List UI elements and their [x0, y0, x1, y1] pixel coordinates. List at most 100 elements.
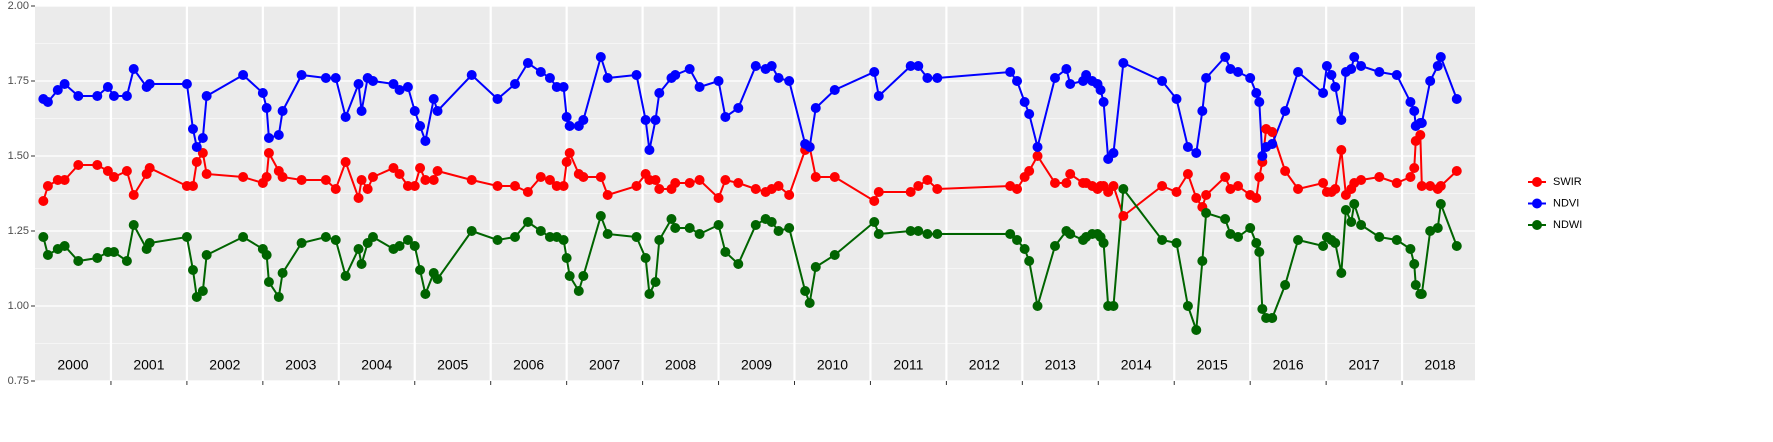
data-point — [535, 172, 546, 182]
data-point — [362, 184, 373, 194]
data-point — [420, 289, 431, 299]
data-point — [750, 220, 761, 230]
data-point — [654, 235, 665, 245]
data-point — [905, 226, 916, 236]
data-point — [367, 76, 378, 86]
data-point — [1374, 232, 1385, 242]
data-point — [197, 148, 208, 158]
year-label: 2009 — [741, 357, 772, 373]
data-point — [535, 67, 546, 77]
data-point — [1435, 199, 1446, 209]
data-point — [1391, 178, 1402, 188]
data-point — [402, 235, 413, 245]
data-point — [144, 238, 155, 248]
data-point — [578, 172, 589, 182]
data-point — [932, 184, 943, 194]
data-point — [1182, 142, 1193, 152]
data-point — [578, 115, 589, 125]
data-point — [922, 175, 933, 185]
data-point — [409, 106, 420, 116]
data-point — [1182, 169, 1193, 179]
data-point — [561, 157, 572, 167]
data-point — [522, 58, 533, 68]
data-point — [273, 292, 284, 302]
data-point — [913, 181, 924, 191]
data-point — [261, 250, 272, 260]
legend-label: NDWI — [1553, 219, 1582, 231]
data-point — [1416, 289, 1427, 299]
data-point — [684, 178, 695, 188]
data-point — [1416, 118, 1427, 128]
data-point — [1118, 211, 1129, 221]
data-point — [1201, 73, 1212, 83]
data-point — [191, 142, 202, 152]
data-point — [73, 160, 84, 170]
data-point — [1012, 76, 1023, 86]
data-point — [1220, 52, 1231, 62]
data-point — [510, 232, 520, 242]
data-point — [733, 259, 744, 269]
data-point — [1005, 67, 1016, 77]
data-point — [1220, 214, 1231, 224]
data-point — [1220, 172, 1231, 182]
year-label: 2018 — [1424, 357, 1455, 373]
y-tick-label: 1.50 — [8, 150, 29, 162]
data-point — [1391, 235, 1402, 245]
data-point — [1349, 199, 1360, 209]
data-point — [1225, 229, 1236, 239]
data-point — [1233, 67, 1244, 77]
data-point — [466, 175, 477, 185]
year-label: 2000 — [57, 357, 88, 373]
data-point — [187, 124, 198, 134]
data-point — [367, 232, 378, 242]
data-point — [402, 82, 413, 92]
data-point — [1251, 238, 1262, 248]
data-point — [1405, 244, 1416, 254]
year-label: 2011 — [893, 357, 923, 373]
data-point — [800, 286, 811, 296]
data-point — [804, 142, 815, 152]
data-point — [1108, 148, 1119, 158]
data-point — [356, 106, 367, 116]
data-point — [420, 175, 431, 185]
data-point — [650, 115, 661, 125]
data-point — [631, 232, 642, 242]
data-point — [1171, 238, 1182, 248]
data-point — [733, 178, 744, 188]
data-point — [1032, 142, 1043, 152]
data-point — [38, 232, 49, 242]
data-point — [551, 181, 562, 191]
year-label: 2015 — [1197, 357, 1228, 373]
data-point — [829, 172, 840, 182]
year-label: 2017 — [1349, 357, 1380, 373]
data-point — [121, 91, 132, 101]
data-point — [1019, 244, 1030, 254]
data-point — [1050, 241, 1060, 251]
data-point — [128, 220, 139, 230]
data-point — [551, 82, 562, 92]
data-point — [1157, 181, 1168, 191]
data-point — [1356, 61, 1367, 71]
year-label: 2007 — [589, 357, 620, 373]
data-point — [353, 193, 364, 203]
data-point — [1233, 232, 1244, 242]
data-point — [602, 190, 613, 200]
data-point — [602, 73, 613, 83]
data-point — [1157, 76, 1168, 86]
data-point — [340, 157, 351, 167]
data-point — [1081, 70, 1092, 80]
data-point — [102, 166, 113, 176]
data-point — [38, 196, 49, 206]
data-point — [829, 250, 840, 260]
data-point — [713, 76, 724, 86]
legend-label: SWIR — [1553, 176, 1582, 188]
data-point — [59, 175, 70, 185]
data-point — [522, 187, 533, 197]
data-point — [181, 79, 192, 89]
y-tick-label: 1.75 — [8, 75, 29, 87]
year-label: 2003 — [285, 357, 316, 373]
data-point — [1061, 64, 1072, 74]
data-point — [670, 70, 681, 80]
data-point — [356, 259, 367, 269]
data-point — [1065, 169, 1076, 179]
